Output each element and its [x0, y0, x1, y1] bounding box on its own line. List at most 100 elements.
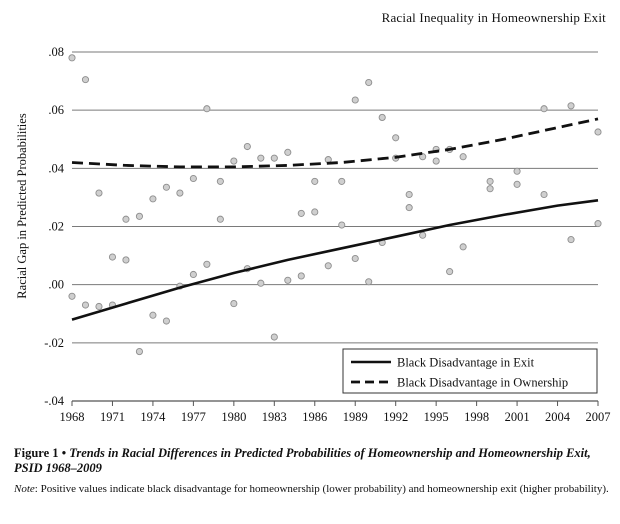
scatter-point: [270, 154, 278, 162]
scatter-point: [122, 256, 130, 264]
scatter-point: [405, 190, 413, 199]
scatter-point: [311, 177, 319, 185]
y-axis-label: Racial Gap in Predicted Probabilities: [15, 113, 29, 299]
scatter-point: [432, 157, 440, 165]
y-tick-label: .04: [48, 161, 64, 175]
x-tick-label: 2001: [505, 410, 530, 424]
scatter-point: [95, 302, 103, 311]
scatter-point: [567, 236, 575, 244]
scatter-point: [270, 333, 278, 341]
x-tick-label: 1983: [262, 410, 287, 424]
x-tick-label: 1971: [100, 410, 125, 424]
figure-caption: Figure 1 • Trends in Racial Differences …: [14, 446, 610, 476]
scatter-point: [446, 268, 454, 276]
note-text: : Positive values indicate black disadva…: [34, 483, 609, 495]
scatter-point: [149, 195, 157, 203]
scatter-point: [419, 153, 427, 161]
scatter-point: [257, 154, 265, 162]
scatter-point: [540, 190, 548, 199]
y-tick-label: .08: [48, 45, 64, 59]
x-tick-label: 2007: [586, 410, 611, 424]
scatter-point: [189, 174, 197, 183]
scatter-point: [486, 177, 494, 185]
chart: .08 .06 .04 .02 .00 -.02 -.04 1968 1971 1974 1977 1…: [15, 45, 611, 424]
scatter-point: [68, 292, 76, 300]
scatter-point: [338, 177, 346, 185]
x-tick-label: 1980: [221, 410, 246, 424]
scatter-point: [95, 189, 103, 197]
ownership-trend-line: [71, 117, 599, 169]
scatter-point: [324, 262, 332, 270]
x-tick-label: 1986: [302, 410, 327, 424]
scatter-point: [338, 221, 346, 229]
figure-note: Note: Positive values indicate black dis…: [14, 482, 610, 496]
scatter-point: [243, 142, 251, 151]
scatter-point: [513, 167, 521, 175]
x-tick-label: 1998: [464, 410, 489, 424]
scatter-point: [419, 231, 427, 239]
y-tick-label: -.04: [44, 394, 65, 408]
scatter-point: [162, 317, 170, 325]
scatter-point: [176, 189, 184, 197]
scatter-point: [230, 300, 238, 308]
scatter-point: [297, 209, 305, 217]
y-tick-label: .02: [48, 220, 64, 234]
x-tick-label: 2004: [545, 410, 571, 424]
scatter-point: [135, 348, 143, 356]
scatter-point: [284, 276, 292, 284]
scatter-point: [351, 254, 359, 263]
scatter-point: [203, 105, 211, 113]
scatter-point: [68, 54, 76, 62]
legend-box: [342, 348, 598, 394]
legend: Black Disadvantage in Exit Black Disadvan…: [342, 348, 598, 394]
x-tick-label: 1989: [343, 410, 368, 424]
scatter-point: [216, 215, 224, 223]
scatter-point: [459, 153, 467, 161]
y-tick-label: .00: [48, 278, 64, 292]
y-tick-label: .06: [48, 103, 64, 117]
scatter-point: [378, 113, 386, 121]
scatter-point: [230, 157, 238, 165]
scatter-point: [135, 212, 143, 220]
axes: .08 .06 .04 .02 .00 -.02 -.04 1968 1971 1974 1977 1…: [44, 45, 610, 424]
scatter-point: [257, 279, 265, 287]
scatter-point: [594, 128, 602, 136]
figure-label: Figure 1: [14, 446, 59, 460]
y-tick-label: -.02: [44, 336, 64, 350]
scatter-point: [149, 311, 157, 319]
scatter-point: [81, 301, 90, 309]
x-tick-label: 1992: [383, 410, 408, 424]
scatter-point: [297, 272, 305, 280]
scatter-point: [108, 253, 117, 261]
scatter-point: [351, 96, 359, 104]
scatter-point: [216, 177, 224, 185]
scatter-point: [405, 204, 413, 212]
scatter-point: [392, 134, 400, 142]
caption-bullet: •: [61, 446, 67, 460]
exit-trend-line: [71, 199, 599, 321]
x-tick-label: 1968: [60, 410, 85, 424]
scatter-point: [486, 185, 494, 193]
scatter-point: [81, 76, 90, 84]
scatter-point: [594, 220, 602, 228]
scatter-point: [284, 148, 292, 156]
scatter-point: [203, 260, 211, 268]
scatter-point: [162, 183, 170, 191]
scatter-point: [459, 243, 467, 251]
x-tick-label: 1974: [140, 410, 166, 424]
scatter-point: [311, 208, 319, 216]
x-tick-label: 1977: [181, 410, 206, 424]
note-label: Note: [14, 483, 35, 495]
running-header: Racial Inequality in Homeownership Exit: [381, 10, 606, 25]
trend-lines: [71, 117, 599, 321]
x-tick-label: 1995: [424, 410, 449, 424]
legend-label: Black Disadvantage in Ownership: [397, 376, 568, 390]
scatter-point: [365, 278, 373, 286]
scatter-point: [567, 102, 575, 110]
legend-label: Black Disadvantage in Exit: [397, 356, 535, 370]
scatter-point: [189, 270, 197, 279]
scatter-point: [513, 180, 521, 188]
scatter-point: [122, 215, 130, 223]
scatter-points: [68, 54, 602, 356]
